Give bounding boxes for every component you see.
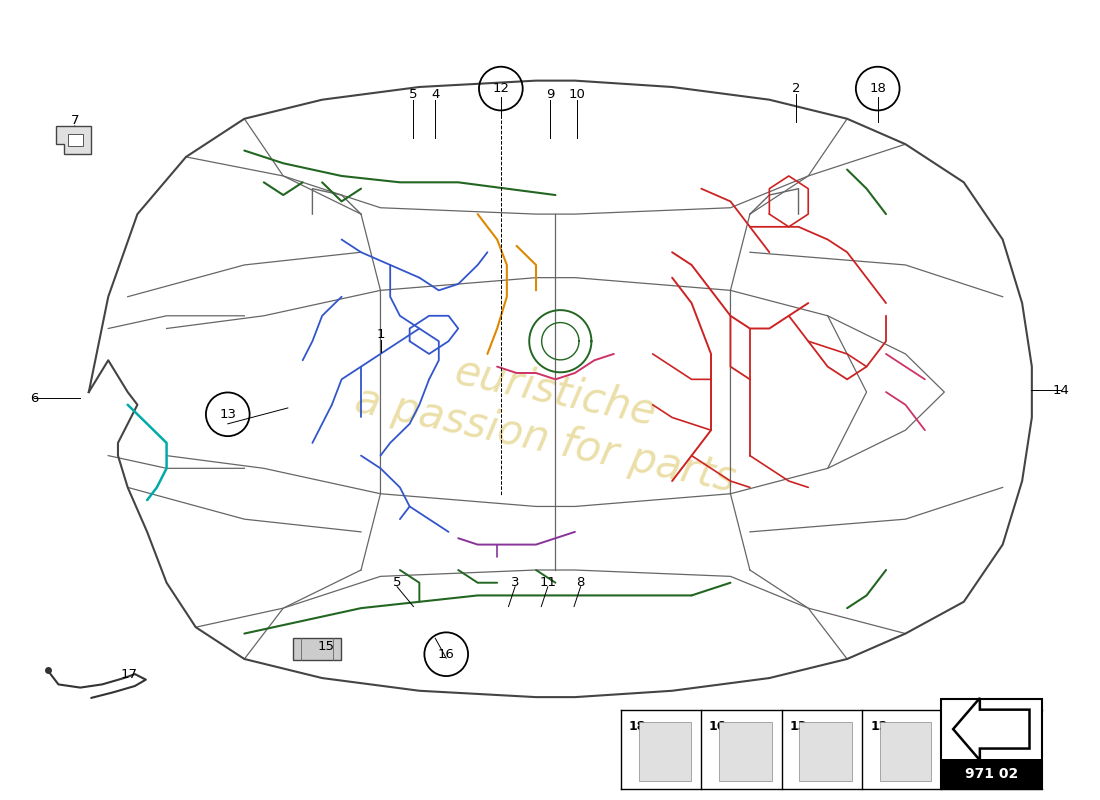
Text: 8: 8 [576,576,585,590]
Text: 4: 4 [431,88,440,101]
Bar [718,722,771,782]
Text: 7: 7 [70,114,79,127]
Text: euristiche
a passion for parts: euristiche a passion for parts [351,331,749,501]
Text: 5: 5 [409,88,418,101]
Bar [880,722,931,782]
Bar [68,134,84,146]
Text: 3: 3 [510,576,519,590]
Text: 1: 1 [376,328,385,342]
Text: 14: 14 [1053,384,1069,397]
Bar [942,698,1042,790]
Bar [800,722,852,782]
Text: 15: 15 [318,640,334,653]
Text: 12: 12 [493,82,509,95]
Bar [294,638,341,660]
Text: 17: 17 [121,667,138,681]
Text: 971 02: 971 02 [965,767,1018,782]
Bar [639,722,691,782]
Bar [942,759,1042,790]
Text: 13: 13 [219,408,236,421]
Text: 9: 9 [546,88,554,101]
Text: 16: 16 [438,648,454,661]
Text: 10: 10 [569,88,585,101]
Text: 12: 12 [870,720,888,733]
Text: 18: 18 [869,82,887,95]
Polygon shape [56,126,91,154]
Text: 18: 18 [629,720,647,733]
Text: 11: 11 [539,576,557,590]
Text: 2: 2 [792,82,800,95]
Text: 5: 5 [393,576,402,590]
Text: 16: 16 [708,720,726,733]
Text: 6: 6 [30,392,38,405]
Text: 13: 13 [790,720,807,733]
